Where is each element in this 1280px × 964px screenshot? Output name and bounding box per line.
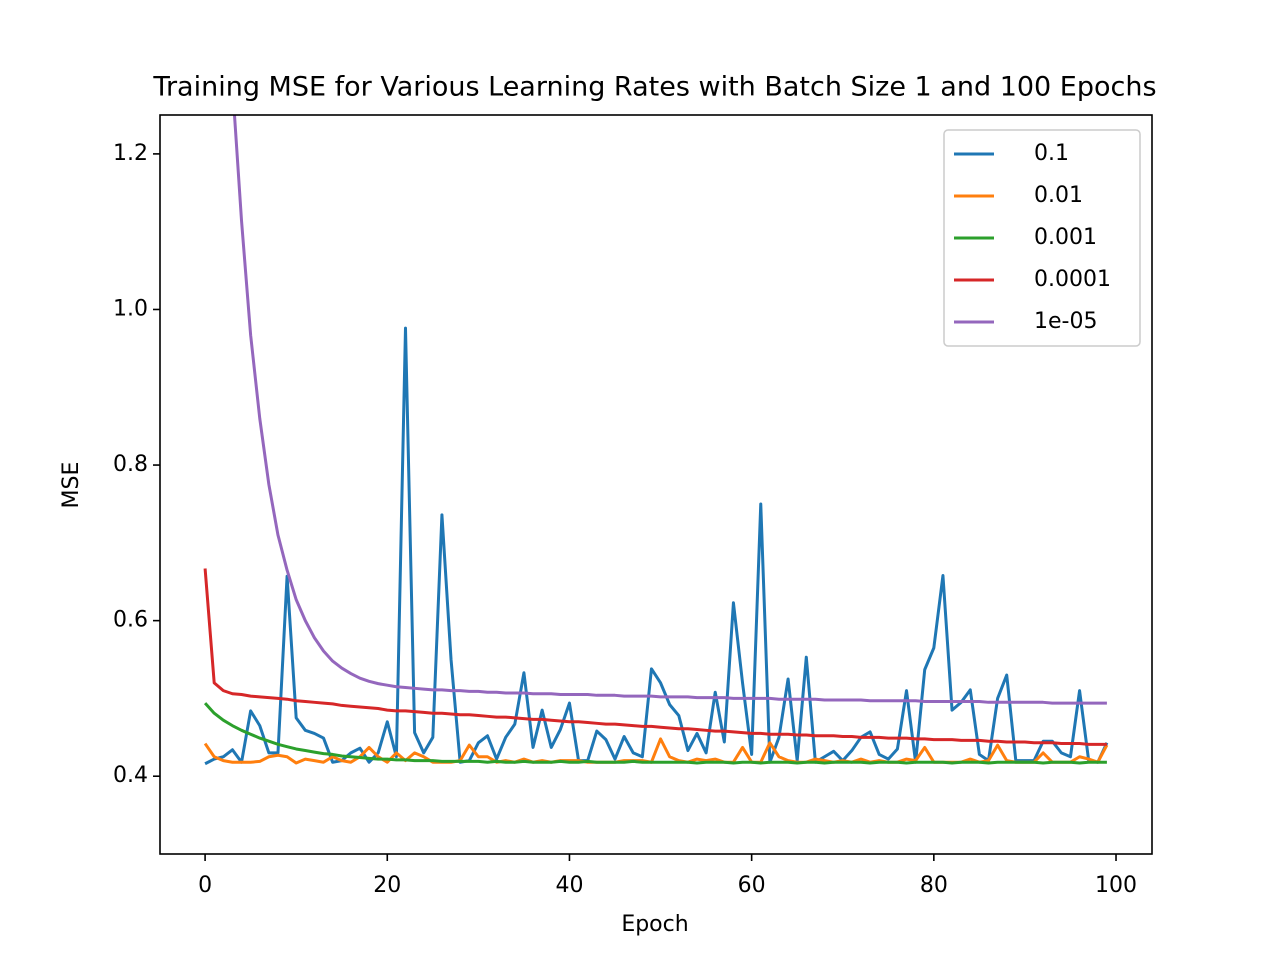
series-line [232, 115, 1107, 705]
x-tick-label: 20 [373, 873, 401, 898]
y-tick-label: 0.6 [113, 608, 148, 633]
y-tick-label: 0.4 [113, 763, 148, 788]
x-tick-label: 0 [198, 873, 212, 898]
chart-title: Training MSE for Various Learning Rates … [152, 72, 1156, 103]
y-tick-label: 1.0 [113, 296, 148, 321]
series-line [203, 702, 1107, 765]
series-line [204, 326, 1109, 766]
legend-label: 1e-05 [1034, 309, 1097, 334]
axes-frame [159, 114, 1153, 855]
series-line [203, 568, 1107, 746]
x-tick-label: 40 [555, 873, 583, 898]
x-axis-label: Epoch [621, 912, 688, 937]
legend-label: 0.0001 [1034, 267, 1111, 292]
legend-label: 0.1 [1034, 141, 1069, 166]
legend-label: 0.001 [1034, 225, 1097, 250]
y-axis-label: MSE [59, 462, 84, 509]
x-tick-label: 60 [738, 873, 766, 898]
y-tick-label: 0.8 [113, 452, 148, 477]
y-tick-label: 1.2 [113, 141, 148, 166]
plot-area [203, 115, 1109, 766]
x-tick-label: 80 [920, 873, 948, 898]
legend-label: 0.01 [1034, 183, 1083, 208]
legend-box [943, 129, 1141, 347]
x-tick-label: 100 [1095, 873, 1137, 898]
